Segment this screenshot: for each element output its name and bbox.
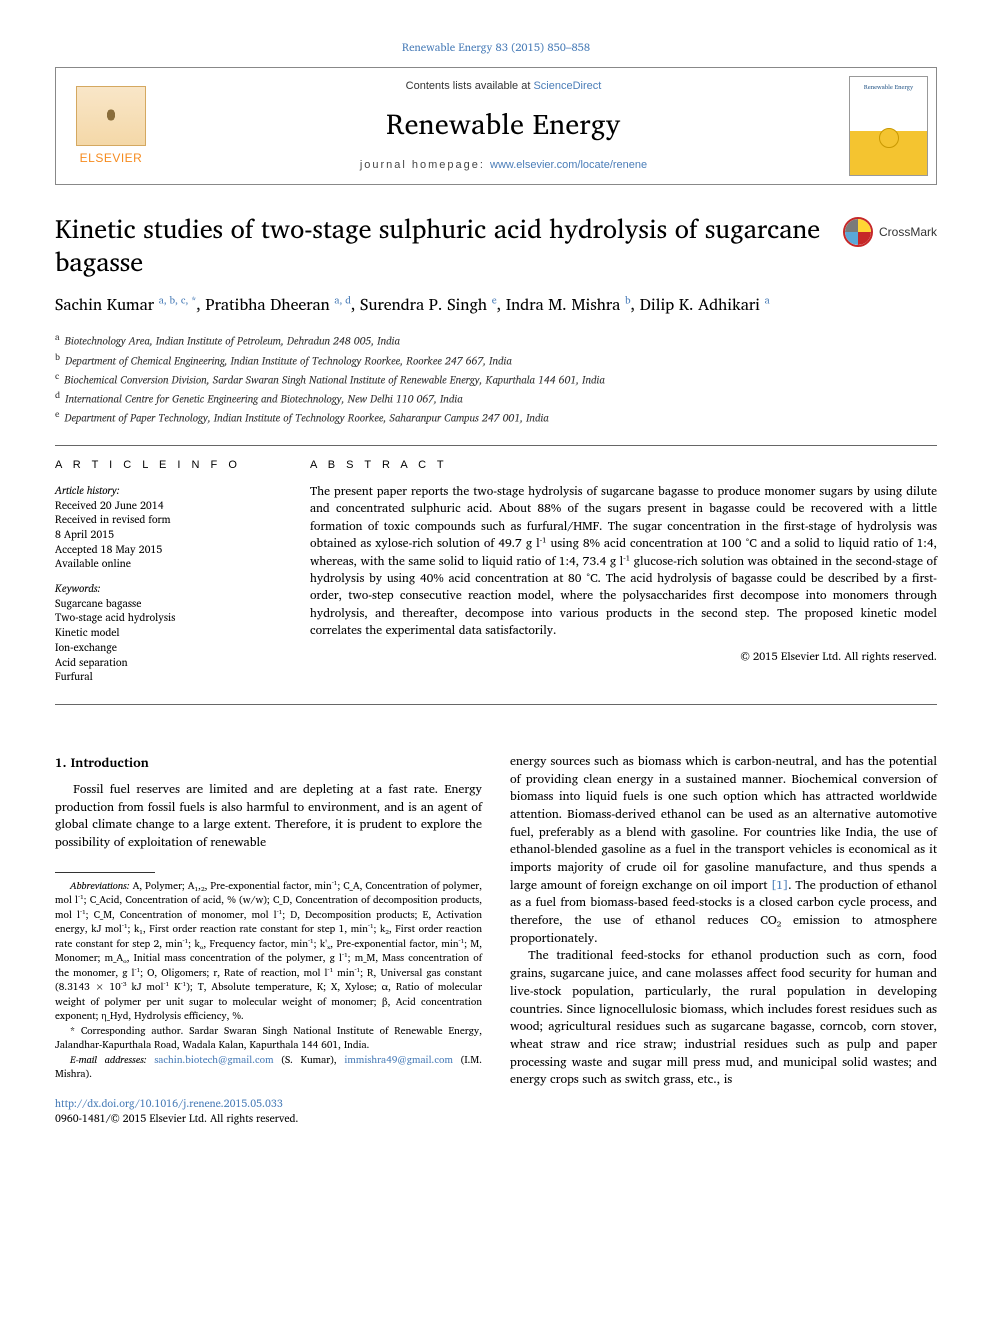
elsevier-label: ELSEVIER — [80, 150, 143, 167]
author-name: Surendra P. Singh — [360, 292, 487, 318]
history-item: Available online — [55, 556, 280, 571]
email-who: (S. Kumar), — [274, 1052, 345, 1068]
affiliation: b Department of Chemical Engineering, In… — [55, 350, 937, 369]
author-aff-link[interactable]: b — [625, 292, 631, 308]
homepage-prefix: journal homepage: — [360, 159, 490, 171]
abstract-copyright: © 2015 Elsevier Ltd. All rights reserved… — [310, 649, 937, 664]
section-heading: 1. Introduction — [55, 753, 482, 771]
affiliation: d International Centre for Genetic Engin… — [55, 388, 937, 407]
aff-key: c — [55, 368, 59, 383]
author-aff-link[interactable]: e — [492, 292, 497, 308]
author-name: Dilip K. Adhikari — [640, 292, 760, 318]
aff-text: Department of Paper Technology, Indian I… — [65, 409, 549, 427]
aff-key: a — [55, 329, 60, 344]
crossmark-icon — [843, 217, 873, 247]
author-name: Pratibha Dheeran — [205, 292, 329, 318]
author-name: Indra M. Mishra — [506, 292, 620, 318]
abstract: A B S T R A C T The present paper report… — [310, 458, 937, 694]
abstract-text: The present paper reports the two-stage … — [310, 483, 937, 640]
contents-prefix: Contents lists available at — [406, 80, 534, 92]
aff-text: International Centre for Genetic Enginee… — [65, 390, 463, 408]
author: Indra M. Mishra b — [506, 292, 631, 318]
article-title: Kinetic studies of two-stage sulphuric a… — [55, 213, 823, 278]
top-citation-link[interactable]: Renewable Energy 83 (2015) 850–858 — [402, 38, 590, 56]
intro-para-cont: energy sources such as biomass which is … — [510, 753, 937, 948]
journal-homepage-line: journal homepage: www.elsevier.com/locat… — [172, 158, 835, 173]
journal-header-mid: Contents lists available at ScienceDirec… — [166, 68, 841, 184]
affiliation: c Biochemical Conversion Division, Sarda… — [55, 369, 937, 388]
abbreviations-footnote: Abbreviations: A, Polymer; A₁,₂, Pre-exp… — [55, 879, 482, 1024]
issn-copyright: 0960-1481/© 2015 Elsevier Ltd. All right… — [55, 1111, 482, 1126]
article-info: A R T I C L E I N F O Article history: R… — [55, 458, 280, 694]
journal-header: ELSEVIER Contents lists available at Sci… — [55, 67, 937, 185]
email-footnote: E-mail addresses: sachin.biotech@gmail.c… — [55, 1053, 482, 1082]
affiliation: a Biotechnology Area, Indian Institute o… — [55, 330, 937, 349]
affiliation: e Department of Paper Technology, Indian… — [55, 407, 937, 426]
keyword: Furfural — [55, 669, 280, 684]
publisher-logo-area: ELSEVIER — [56, 68, 166, 184]
left-column: 1. Introduction Fossil fuel reserves are… — [55, 753, 482, 1125]
aff-text: Department of Chemical Engineering, Indi… — [65, 351, 512, 369]
abbrev-text: A, Polymer; A₁,₂, Pre-exponential factor… — [55, 878, 482, 1025]
author: Pratibha Dheeran a, d — [205, 292, 350, 318]
elsevier-tree-icon — [76, 86, 146, 146]
aff-key: e — [55, 406, 59, 421]
sciencedirect-link[interactable]: ScienceDirect — [533, 80, 601, 92]
crossmark-label: CrossMark — [879, 224, 937, 241]
corresponding-footnote: * Corresponding author. Sardar Swaran Si… — [55, 1024, 482, 1053]
author: Surendra P. Singh e — [360, 292, 497, 318]
intro-para-2: The traditional feed-stocks for ethanol … — [510, 947, 937, 1089]
aff-text: Biochemical Conversion Division, Sardar … — [64, 370, 605, 388]
authors-line: Sachin Kumar a, b, c, *, Pratibha Dheera… — [55, 292, 937, 318]
aff-text: Biotechnology Area, Indian Institute of … — [65, 332, 400, 350]
contents-line: Contents lists available at ScienceDirec… — [172, 79, 835, 94]
affiliations: a Biotechnology Area, Indian Institute o… — [55, 330, 937, 426]
author: Dilip K. Adhikari a — [640, 292, 770, 318]
journal-cover-text: Renewable Energy — [864, 82, 913, 92]
aff-key: d — [55, 387, 60, 402]
author-aff-link[interactable]: a, b, c, * — [159, 292, 196, 308]
footnote-rule — [55, 872, 155, 873]
author-aff-link[interactable]: a, d — [334, 292, 350, 308]
email-link[interactable]: immishra49@gmail.com — [344, 1052, 453, 1068]
intro-para: Fossil fuel reserves are limited and are… — [55, 781, 482, 852]
rule — [55, 704, 937, 705]
homepage-link[interactable]: www.elsevier.com/locate/renene — [490, 159, 647, 171]
abstract-heading: A B S T R A C T — [310, 458, 937, 473]
aff-key: b — [55, 349, 60, 364]
crossmark-badge[interactable]: CrossMark — [843, 217, 937, 247]
author-name: Sachin Kumar — [55, 292, 154, 318]
article-info-heading: A R T I C L E I N F O — [55, 458, 280, 473]
email-link[interactable]: sachin.biotech@gmail.com — [154, 1052, 273, 1068]
journal-name: Renewable Energy — [172, 105, 835, 144]
journal-cover-area: Renewable Energy — [841, 68, 936, 184]
para-text: energy sources such as biomass which is … — [510, 751, 937, 895]
author-aff-link[interactable]: a — [765, 292, 770, 308]
author: Sachin Kumar a, b, c, * — [55, 292, 196, 318]
rule — [55, 445, 937, 446]
footnotes: Abbreviations: A, Polymer; A₁,₂, Pre-exp… — [55, 879, 482, 1082]
journal-cover-thumb[interactable]: Renewable Energy — [849, 76, 928, 176]
elsevier-logo[interactable]: ELSEVIER — [66, 81, 156, 171]
right-column: energy sources such as biomass which is … — [510, 753, 937, 1125]
top-citation: Renewable Energy 83 (2015) 850–858 — [55, 40, 937, 55]
